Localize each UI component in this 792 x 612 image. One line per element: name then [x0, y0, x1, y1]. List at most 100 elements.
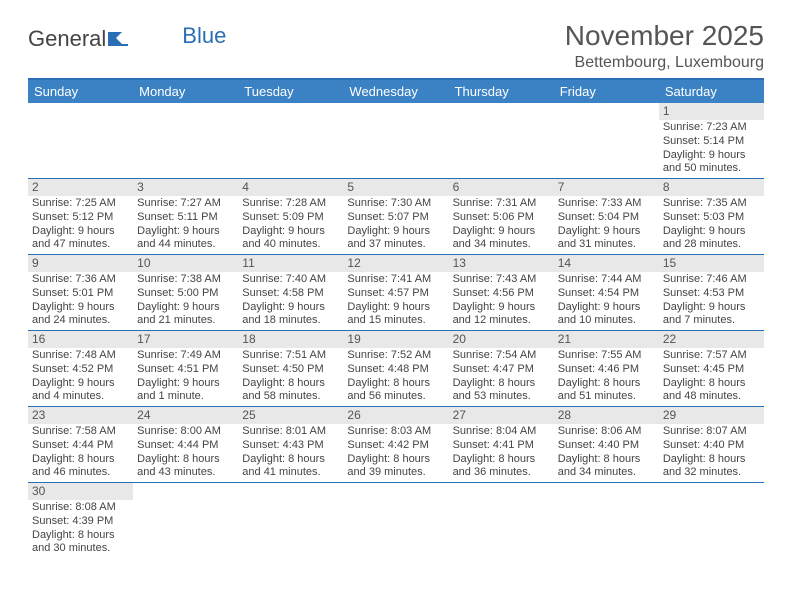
sunset-line: Sunset: 4:44 PM: [137, 439, 234, 453]
sunrise-line: Sunrise: 7:23 AM: [663, 121, 760, 135]
calendar-day: 16Sunrise: 7:48 AMSunset: 4:52 PMDayligh…: [28, 331, 133, 406]
calendar-day-empty: [554, 483, 659, 558]
sunrise-line: Sunrise: 8:03 AM: [347, 425, 444, 439]
day-number: 28: [554, 407, 659, 424]
day-number: 19: [343, 331, 448, 348]
sunset-line: Sunset: 4:57 PM: [347, 287, 444, 301]
sunset-line: Sunset: 4:46 PM: [558, 363, 655, 377]
weekday-header: Tuesday: [238, 80, 343, 103]
sunrise-line: Sunrise: 7:38 AM: [137, 273, 234, 287]
sunset-line: Sunset: 5:04 PM: [558, 211, 655, 225]
calendar-day: 15Sunrise: 7:46 AMSunset: 4:53 PMDayligh…: [659, 255, 764, 330]
calendar-week: 1Sunrise: 7:23 AMSunset: 5:14 PMDaylight…: [28, 103, 764, 179]
daylight-line-2: and 53 minutes.: [453, 390, 550, 404]
daylight-line-1: Daylight: 9 hours: [347, 225, 444, 239]
day-number: 11: [238, 255, 343, 272]
calendar-day: 17Sunrise: 7:49 AMSunset: 4:51 PMDayligh…: [133, 331, 238, 406]
logo-text-2: Blue: [182, 23, 226, 49]
sunrise-line: Sunrise: 8:01 AM: [242, 425, 339, 439]
calendar-day: 21Sunrise: 7:55 AMSunset: 4:46 PMDayligh…: [554, 331, 659, 406]
calendar-day: 3Sunrise: 7:27 AMSunset: 5:11 PMDaylight…: [133, 179, 238, 254]
daylight-line-1: Daylight: 8 hours: [242, 453, 339, 467]
sunrise-line: Sunrise: 7:55 AM: [558, 349, 655, 363]
calendar-day: 9Sunrise: 7:36 AMSunset: 5:01 PMDaylight…: [28, 255, 133, 330]
sunset-line: Sunset: 4:40 PM: [558, 439, 655, 453]
daylight-line-2: and 37 minutes.: [347, 238, 444, 252]
sunset-line: Sunset: 4:50 PM: [242, 363, 339, 377]
day-number: 1: [659, 103, 764, 120]
daylight-line-1: Daylight: 9 hours: [242, 225, 339, 239]
sunrise-line: Sunrise: 7:33 AM: [558, 197, 655, 211]
daylight-line-2: and 56 minutes.: [347, 390, 444, 404]
sunrise-line: Sunrise: 7:25 AM: [32, 197, 129, 211]
daylight-line-1: Daylight: 9 hours: [663, 149, 760, 163]
day-number: 6: [449, 179, 554, 196]
day-number: 22: [659, 331, 764, 348]
weekday-header: Friday: [554, 80, 659, 103]
daylight-line-2: and 15 minutes.: [347, 314, 444, 328]
daylight-line-1: Daylight: 9 hours: [558, 225, 655, 239]
calendar-day-empty: [343, 483, 448, 558]
day-number: 7: [554, 179, 659, 196]
daylight-line-1: Daylight: 8 hours: [32, 529, 129, 543]
daylight-line-1: Daylight: 9 hours: [242, 301, 339, 315]
daylight-line-2: and 24 minutes.: [32, 314, 129, 328]
calendar-week: 2Sunrise: 7:25 AMSunset: 5:12 PMDaylight…: [28, 179, 764, 255]
day-number: 8: [659, 179, 764, 196]
day-number: 2: [28, 179, 133, 196]
calendar-day-empty: [133, 103, 238, 178]
calendar-day: 30Sunrise: 8:08 AMSunset: 4:39 PMDayligh…: [28, 483, 133, 558]
daylight-line-1: Daylight: 8 hours: [453, 377, 550, 391]
day-number: 30: [28, 483, 133, 500]
sunrise-line: Sunrise: 7:36 AM: [32, 273, 129, 287]
daylight-line-2: and 48 minutes.: [663, 390, 760, 404]
calendar-day: 27Sunrise: 8:04 AMSunset: 4:41 PMDayligh…: [449, 407, 554, 482]
sunrise-line: Sunrise: 8:07 AM: [663, 425, 760, 439]
calendar-week: 23Sunrise: 7:58 AMSunset: 4:44 PMDayligh…: [28, 407, 764, 483]
sunrise-line: Sunrise: 7:35 AM: [663, 197, 760, 211]
flag-icon: [108, 26, 130, 52]
weekday-header: Monday: [133, 80, 238, 103]
daylight-line-2: and 28 minutes.: [663, 238, 760, 252]
calendar-day: 26Sunrise: 8:03 AMSunset: 4:42 PMDayligh…: [343, 407, 448, 482]
sunrise-line: Sunrise: 7:27 AM: [137, 197, 234, 211]
daylight-line-2: and 12 minutes.: [453, 314, 550, 328]
calendar-day-empty: [449, 483, 554, 558]
daylight-line-1: Daylight: 9 hours: [137, 301, 234, 315]
calendar-day: 13Sunrise: 7:43 AMSunset: 4:56 PMDayligh…: [449, 255, 554, 330]
calendar-day: 19Sunrise: 7:52 AMSunset: 4:48 PMDayligh…: [343, 331, 448, 406]
sunset-line: Sunset: 4:54 PM: [558, 287, 655, 301]
sunset-line: Sunset: 5:06 PM: [453, 211, 550, 225]
logo: General Blue: [28, 20, 226, 52]
sunset-line: Sunset: 4:39 PM: [32, 515, 129, 529]
sunrise-line: Sunrise: 7:48 AM: [32, 349, 129, 363]
sunrise-line: Sunrise: 7:28 AM: [242, 197, 339, 211]
sunrise-line: Sunrise: 8:06 AM: [558, 425, 655, 439]
daylight-line-2: and 46 minutes.: [32, 466, 129, 480]
daylight-line-1: Daylight: 9 hours: [453, 301, 550, 315]
daylight-line-1: Daylight: 8 hours: [558, 453, 655, 467]
sunrise-line: Sunrise: 7:44 AM: [558, 273, 655, 287]
calendar: SundayMondayTuesdayWednesdayThursdayFrid…: [28, 78, 764, 558]
day-number: 29: [659, 407, 764, 424]
daylight-line-2: and 32 minutes.: [663, 466, 760, 480]
daylight-line-1: Daylight: 9 hours: [347, 301, 444, 315]
daylight-line-1: Daylight: 8 hours: [347, 453, 444, 467]
sunrise-line: Sunrise: 7:43 AM: [453, 273, 550, 287]
calendar-day: 8Sunrise: 7:35 AMSunset: 5:03 PMDaylight…: [659, 179, 764, 254]
daylight-line-1: Daylight: 8 hours: [558, 377, 655, 391]
calendar-day: 11Sunrise: 7:40 AMSunset: 4:58 PMDayligh…: [238, 255, 343, 330]
title-block: November 2025 Bettembourg, Luxembourg: [565, 20, 764, 72]
daylight-line-1: Daylight: 9 hours: [663, 301, 760, 315]
day-number: 3: [133, 179, 238, 196]
daylight-line-1: Daylight: 9 hours: [558, 301, 655, 315]
sunrise-line: Sunrise: 8:00 AM: [137, 425, 234, 439]
sunrise-line: Sunrise: 7:31 AM: [453, 197, 550, 211]
calendar-day: 4Sunrise: 7:28 AMSunset: 5:09 PMDaylight…: [238, 179, 343, 254]
sunset-line: Sunset: 4:40 PM: [663, 439, 760, 453]
daylight-line-1: Daylight: 8 hours: [347, 377, 444, 391]
day-number: 23: [28, 407, 133, 424]
daylight-line-1: Daylight: 9 hours: [453, 225, 550, 239]
day-number: 12: [343, 255, 448, 272]
day-number: 24: [133, 407, 238, 424]
